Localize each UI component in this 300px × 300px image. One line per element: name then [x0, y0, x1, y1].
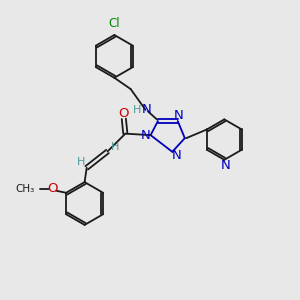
Text: Cl: Cl — [109, 16, 120, 30]
Text: CH₃: CH₃ — [16, 184, 35, 194]
Text: N: N — [221, 159, 231, 172]
Text: N: N — [172, 149, 182, 162]
Text: H: H — [111, 142, 119, 152]
Text: N: N — [140, 129, 150, 142]
Text: O: O — [47, 182, 58, 195]
Text: N: N — [142, 103, 152, 116]
Text: H: H — [133, 105, 141, 115]
Text: H: H — [76, 158, 85, 167]
Text: O: O — [118, 107, 129, 120]
Text: N: N — [173, 109, 183, 122]
